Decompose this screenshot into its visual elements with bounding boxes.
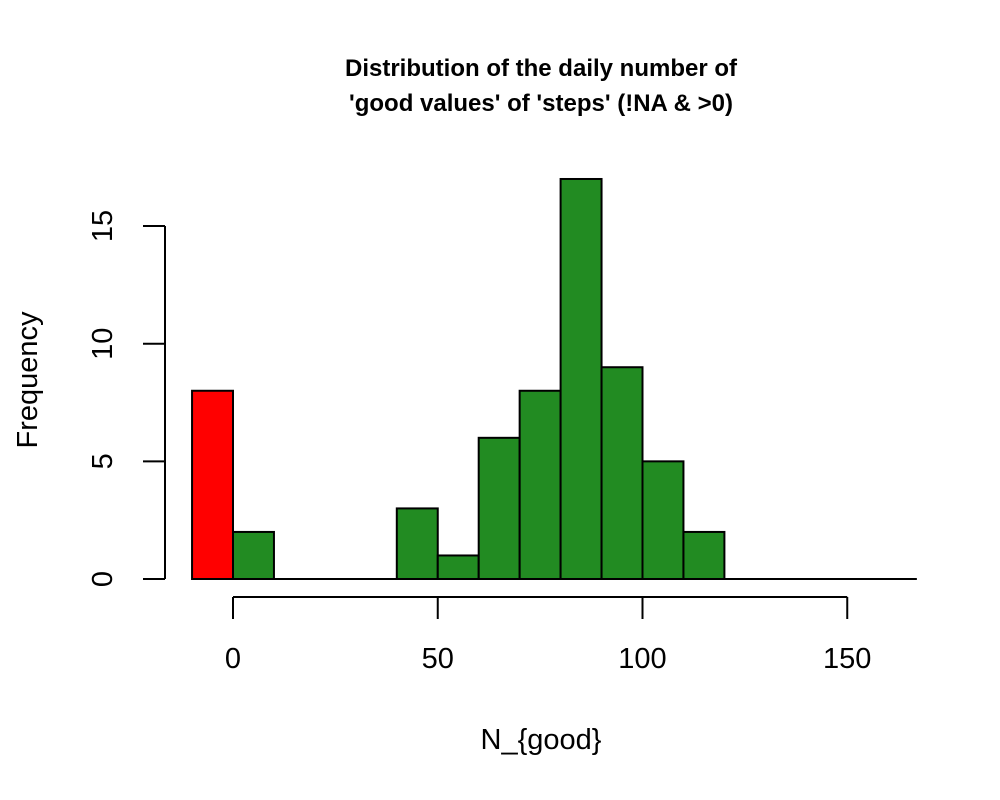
histogram-bar-6	[436, 554, 480, 580]
x-tick-label-0: 0	[225, 643, 241, 675]
histogram-bar-9	[559, 177, 603, 581]
histogram-bar-1	[232, 530, 275, 581]
chart-title-line-2: 'good values' of 'steps' (!NA & >0)	[349, 90, 733, 117]
histogram-bar-11	[641, 460, 685, 581]
histogram-bar-8	[518, 389, 562, 581]
y-tick-label-2: 10	[87, 328, 119, 360]
y-axis: 0 5 10 15	[87, 210, 166, 587]
x-axis: 0 50 100 150	[225, 596, 871, 675]
histogram-bar-7	[477, 436, 521, 580]
chart-title-line-1: Distribution of the daily number of	[345, 55, 738, 82]
x-tick-label-1: 50	[422, 643, 454, 675]
histogram-bar-0	[191, 389, 235, 581]
y-tick-label-0: 0	[87, 571, 119, 587]
histogram-bar-12	[682, 530, 726, 581]
x-axis-label: N_{good}	[481, 724, 602, 756]
y-tick-label-3: 15	[87, 210, 119, 242]
histogram-bars	[191, 177, 726, 581]
histogram-bar-5	[395, 507, 439, 580]
x-tick-label-3: 150	[823, 643, 871, 675]
x-tick-label-2: 100	[618, 643, 666, 675]
histogram-bar-10	[600, 366, 644, 581]
y-axis-label: Frequency	[12, 311, 44, 449]
y-tick-label-1: 5	[87, 453, 119, 469]
